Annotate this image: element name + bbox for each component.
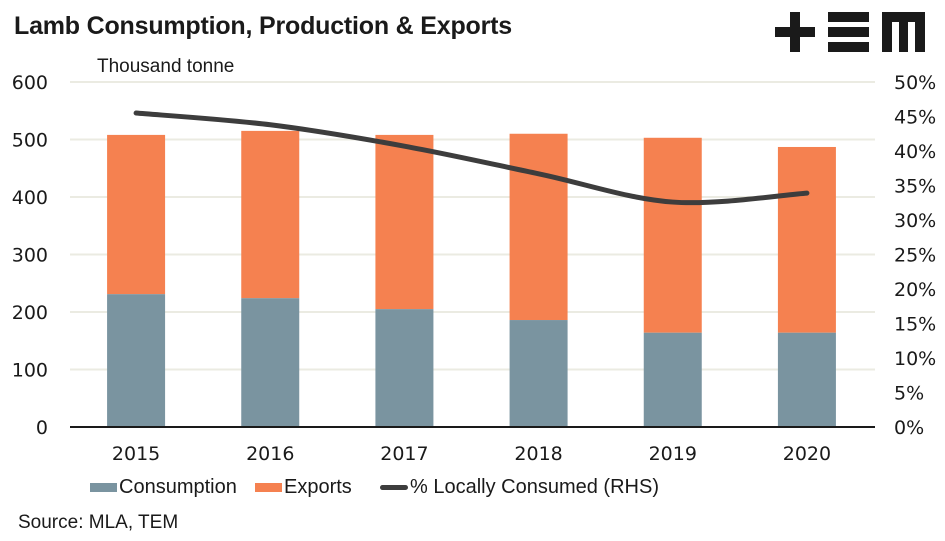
y2-tick-label: 30% (894, 210, 936, 232)
x-tick-label: 2019 (649, 443, 697, 465)
x-tick-label: 2015 (112, 443, 160, 465)
bar-consumption (643, 332, 702, 427)
bar-exports (777, 146, 836, 333)
y-tick-label: 400 (12, 187, 48, 209)
y2-tick-label: 10% (894, 348, 936, 370)
x-tick-label: 2016 (246, 443, 294, 465)
legend-swatch-exports (255, 482, 282, 492)
bar-exports (107, 134, 166, 295)
y2-tick-label: 5% (894, 383, 924, 405)
bar-consumption (241, 298, 300, 427)
x-tick-label: 2020 (783, 443, 831, 465)
legend-label-locally-consumed: % Locally Consumed (RHS) (410, 475, 659, 498)
gridlines (70, 81, 875, 371)
y2-tick-label: 0% (894, 417, 924, 439)
legend: % Locally Consumed (RHS) (380, 475, 659, 499)
y-tick-label: 200 (12, 302, 48, 324)
y-tick-label: 0 (36, 417, 48, 439)
y-axis-unit-label: Thousand tonne (97, 56, 235, 77)
bar-exports (509, 133, 568, 321)
bar-consumption (509, 320, 568, 427)
series-line-locally-consumed (133, 110, 810, 206)
legend: Consumption (90, 475, 237, 499)
chart-title: Lamb Consumption, Production & Exports (14, 12, 512, 40)
y2-tick-label: 50% (894, 72, 936, 94)
bar-exports (375, 134, 434, 310)
y-tick-label: 600 (12, 72, 48, 94)
y-tick-label: 100 (12, 360, 48, 382)
legend-label-exports: Exports (284, 475, 352, 498)
x-tick-label: 2017 (380, 443, 428, 465)
y2-tick-label: 35% (894, 176, 936, 198)
y-tick-label: 500 (12, 130, 48, 152)
left-axis-ticks: 0 100 200 300 400 500 600 (12, 72, 48, 439)
bar-exports (241, 130, 300, 299)
y-tick-label: 300 (12, 245, 48, 267)
y2-tick-label: 15% (894, 314, 936, 336)
bar-consumption (107, 294, 166, 427)
right-axis-ticks: 0% 5% 10% 15% 20% 25% 30% 35% 40% 45% 50% (894, 72, 936, 439)
bar-consumption (777, 332, 836, 427)
bar-exports (643, 137, 702, 333)
legend-swatch-locally-consumed (380, 484, 408, 490)
y2-tick-label: 40% (894, 141, 936, 163)
y2-tick-label: 25% (894, 245, 936, 267)
legend-swatch-consumption (90, 482, 117, 492)
tem-logo-icon (775, 12, 925, 52)
bar-consumption (375, 309, 434, 427)
x-tick-label: 2018 (514, 443, 562, 465)
bars (107, 130, 836, 427)
x-axis-ticks: 2015 2016 2017 2018 2019 2020 (112, 443, 831, 465)
y2-tick-label: 20% (894, 279, 936, 301)
legend: Exports (255, 475, 352, 499)
y2-tick-label: 45% (894, 107, 936, 129)
legend-label-consumption: Consumption (119, 475, 237, 498)
source-note: Source: MLA, TEM (18, 512, 179, 533)
